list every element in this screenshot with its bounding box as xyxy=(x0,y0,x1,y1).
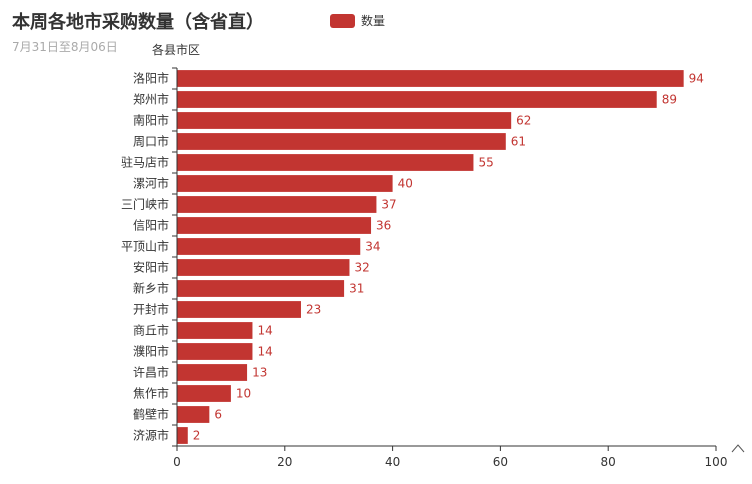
y-tick-label: 济源市 xyxy=(133,428,169,443)
y-tick-label: 濮阳市 xyxy=(133,344,169,359)
y-tick-label: 焦作市 xyxy=(133,386,169,401)
bar-value-label: 14 xyxy=(257,324,272,338)
bar xyxy=(177,91,657,108)
bar xyxy=(177,322,253,339)
bar xyxy=(177,280,345,297)
y-tick-label: 鹤壁市 xyxy=(133,407,169,422)
bar-value-label: 6 xyxy=(214,408,222,422)
y-tick-label: 郑州市 xyxy=(133,92,169,107)
y-tick-label: 开封市 xyxy=(133,302,169,317)
x-tick-label: 0 xyxy=(173,455,181,469)
chart-subtitle: 7月31日至8月06日 xyxy=(12,40,118,54)
bar-value-label: 61 xyxy=(511,135,526,149)
y-tick-label: 商丘市 xyxy=(133,323,169,338)
y-tick-label: 三门峡市 xyxy=(121,197,169,212)
bar xyxy=(177,343,253,360)
bar xyxy=(177,175,393,192)
y-tick-label: 新乡市 xyxy=(133,281,169,296)
bar-value-label: 40 xyxy=(398,177,413,191)
y-tick-label: 周口市 xyxy=(133,134,169,149)
bar-value-label: 37 xyxy=(381,198,396,212)
x-tick-label: 60 xyxy=(493,455,508,469)
bar xyxy=(177,364,248,381)
y-tick-label: 信阳市 xyxy=(133,218,169,233)
bar xyxy=(177,217,372,234)
bar-value-label: 14 xyxy=(257,345,272,359)
axis-arrow-icon xyxy=(731,444,745,453)
bar xyxy=(177,70,684,87)
bar xyxy=(177,301,301,318)
y-tick-label: 平顶山市 xyxy=(121,239,169,254)
x-tick-label: 20 xyxy=(277,455,292,469)
bar-value-label: 2 xyxy=(193,429,201,443)
legend-label: 数量 xyxy=(361,14,386,28)
y-tick-label: 许昌市 xyxy=(133,365,169,380)
bar-value-label: 10 xyxy=(236,387,251,401)
bar-value-label: 32 xyxy=(354,261,369,275)
legend-swatch xyxy=(330,13,355,28)
bar-value-label: 13 xyxy=(252,366,267,380)
bar xyxy=(177,259,350,276)
bar-value-label: 94 xyxy=(689,72,704,86)
bar xyxy=(177,112,512,129)
y-tick-label: 驻马店市 xyxy=(121,155,169,170)
bar xyxy=(177,133,506,150)
bar xyxy=(177,196,377,213)
bar xyxy=(177,154,474,171)
y-tick-label: 南阳市 xyxy=(133,113,169,128)
bar-value-label: 55 xyxy=(478,156,493,170)
y-axis-name: 各县市区 xyxy=(152,43,201,57)
chart-title: 本周各地市采购数量（含省直） xyxy=(12,12,264,33)
bar xyxy=(177,406,210,423)
y-tick-label: 安阳市 xyxy=(133,260,169,275)
bar-value-label: 89 xyxy=(662,93,677,107)
bar xyxy=(177,427,188,444)
legend[interactable]: 数量 xyxy=(330,12,385,29)
bar-value-label: 31 xyxy=(349,282,364,296)
y-tick-label: 洛阳市 xyxy=(133,71,169,86)
bar xyxy=(177,238,361,255)
y-tick-label: 漯河市 xyxy=(133,176,169,191)
x-tick-label: 100 xyxy=(705,455,728,469)
axes-group: 洛阳市郑州市南阳市周口市驻马店市漯河市三门峡市信阳市平顶山市安阳市新乡市开封市商… xyxy=(121,67,745,469)
bar-value-label: 34 xyxy=(365,240,380,254)
x-tick-label: 80 xyxy=(601,455,616,469)
bar-value-label: 36 xyxy=(376,219,391,233)
bar xyxy=(177,385,231,402)
bar-value-label: 62 xyxy=(516,114,531,128)
x-tick-label: 40 xyxy=(385,455,400,469)
bar-value-label: 23 xyxy=(306,303,321,317)
